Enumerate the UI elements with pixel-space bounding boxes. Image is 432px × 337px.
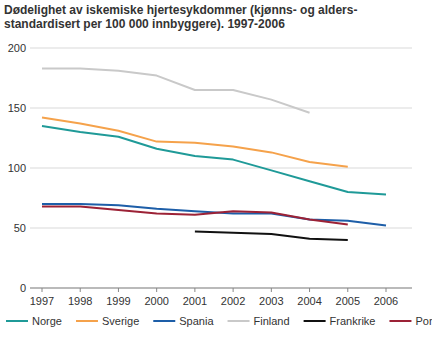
legend-swatch	[6, 320, 28, 322]
x-tick-label: 2000	[144, 295, 168, 307]
legend-label: Finland	[254, 315, 290, 327]
y-tick-label: 100	[8, 162, 26, 174]
series-line	[42, 206, 348, 224]
y-tick-label: 0	[20, 282, 26, 294]
legend-label: Frankrike	[330, 315, 376, 327]
x-tick	[309, 288, 310, 292]
legend-label: Spania	[179, 315, 214, 327]
plot-area	[42, 68, 386, 240]
x-tick	[80, 288, 81, 292]
legend-label: Norge	[32, 315, 62, 327]
legend-swatch	[76, 320, 98, 322]
x-tick	[271, 288, 272, 292]
legend-swatch	[304, 320, 326, 322]
grid-line	[30, 168, 412, 169]
x-tick-label: 1997	[30, 295, 54, 307]
grid-line	[30, 108, 412, 109]
x-tick	[386, 288, 387, 292]
x-tick-label: 2003	[259, 295, 283, 307]
series-line	[42, 118, 348, 167]
series-line	[42, 68, 310, 112]
y-tick-label: 200	[8, 42, 26, 54]
legend: Norge Sverige Spania Finland Frankrike Portug…	[6, 315, 432, 327]
grid-line	[30, 228, 412, 229]
x-tick-label: 2006	[374, 295, 398, 307]
x-tick-label: 2001	[183, 295, 207, 307]
legend-swatch	[153, 320, 175, 322]
series-line	[42, 126, 386, 194]
chart: Dødelighet av iskemiske hjertesykdommer …	[0, 0, 432, 337]
x-tick-label: 1999	[106, 295, 130, 307]
x-tick	[233, 288, 234, 292]
x-tick-label: 2005	[336, 295, 360, 307]
x-tick	[118, 288, 119, 292]
title: Dødelighet av iskemiske hjertesykdommer …	[4, 3, 357, 31]
x-tick	[194, 288, 195, 292]
x-tick	[156, 288, 157, 292]
series-line	[42, 204, 386, 226]
grid-line	[30, 48, 412, 49]
y-tick-label: 150	[8, 102, 26, 114]
series-line	[195, 232, 348, 240]
x-tick-label: 1998	[68, 295, 92, 307]
grid-line	[30, 288, 412, 289]
y-tick-label: 50	[14, 222, 26, 234]
x-tick-label: 2004	[297, 295, 321, 307]
legend-label: Portugal	[415, 315, 432, 327]
x-tick	[347, 288, 348, 292]
x-tick	[42, 288, 43, 292]
x-axis	[30, 288, 412, 289]
x-tick-label: 2002	[221, 295, 245, 307]
legend-swatch	[228, 320, 250, 322]
legend-swatch	[389, 320, 411, 322]
legend-label: Sverige	[102, 315, 139, 327]
